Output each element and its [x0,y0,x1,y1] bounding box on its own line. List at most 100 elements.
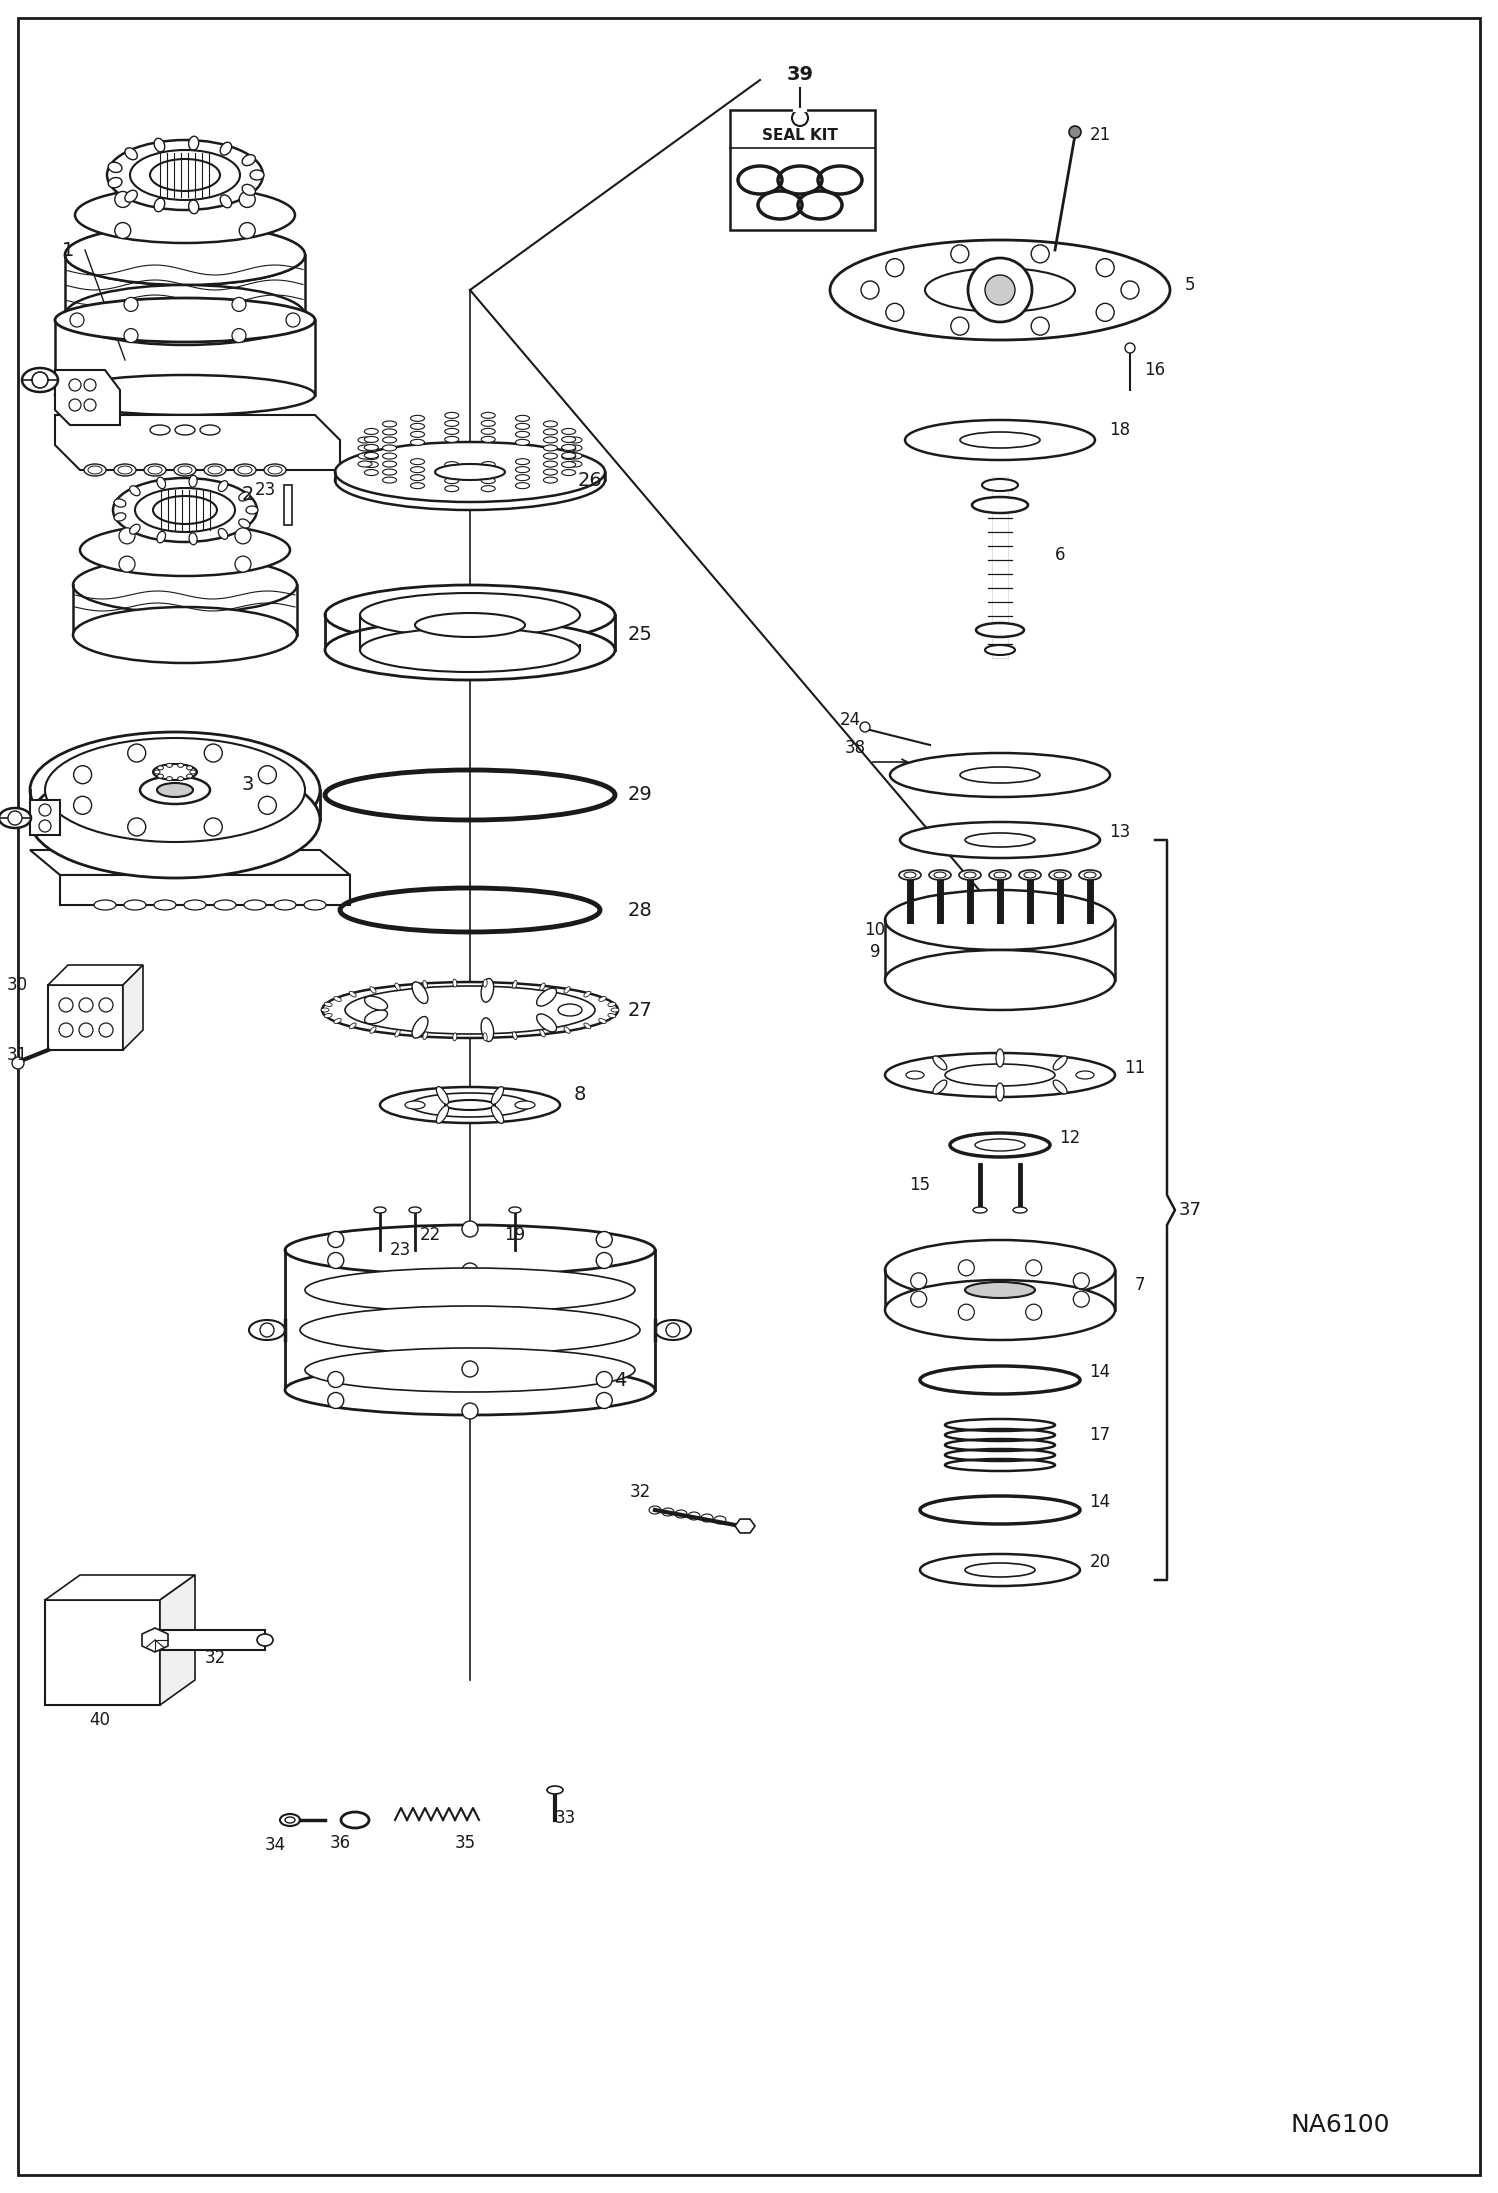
Ellipse shape [445,421,458,425]
Ellipse shape [139,776,210,805]
Ellipse shape [885,1053,1115,1096]
Ellipse shape [1019,871,1041,879]
Ellipse shape [55,298,315,342]
Ellipse shape [325,586,616,645]
Ellipse shape [184,899,207,910]
Ellipse shape [515,458,529,465]
Circle shape [1097,259,1115,276]
Circle shape [667,1322,680,1338]
Ellipse shape [190,770,196,774]
Text: 39: 39 [786,66,813,86]
Ellipse shape [481,436,496,443]
Ellipse shape [325,621,616,680]
Ellipse shape [208,465,222,474]
Circle shape [115,221,130,239]
Ellipse shape [562,469,575,476]
Ellipse shape [112,478,258,542]
Circle shape [69,379,81,390]
Circle shape [1031,246,1049,263]
Ellipse shape [124,899,145,910]
Ellipse shape [360,592,580,636]
Text: 34: 34 [265,1836,286,1853]
Ellipse shape [515,482,529,489]
Ellipse shape [178,465,192,474]
Ellipse shape [374,1206,386,1213]
Text: 2: 2 [241,485,255,504]
Ellipse shape [515,423,529,430]
Circle shape [99,1022,112,1037]
Circle shape [240,221,255,239]
Ellipse shape [204,465,226,476]
Ellipse shape [358,436,372,443]
Text: 21: 21 [1089,125,1110,145]
Ellipse shape [178,776,184,781]
Text: 17: 17 [1089,1425,1110,1443]
Text: 10: 10 [864,921,885,939]
Text: 12: 12 [1059,1129,1080,1147]
Ellipse shape [568,436,583,443]
Text: 13: 13 [1110,822,1131,840]
Text: 33: 33 [554,1809,575,1827]
Ellipse shape [144,465,166,476]
Ellipse shape [933,1057,947,1070]
Ellipse shape [584,1022,590,1029]
Ellipse shape [1025,873,1037,877]
Ellipse shape [481,421,496,425]
Ellipse shape [611,1009,619,1011]
Bar [48,985,123,1050]
Ellipse shape [445,428,458,434]
Ellipse shape [960,768,1040,783]
Circle shape [12,1057,24,1068]
Text: 22: 22 [419,1226,440,1243]
Ellipse shape [515,1101,535,1110]
Ellipse shape [986,645,1016,656]
Ellipse shape [599,1018,607,1024]
Circle shape [127,818,145,836]
Ellipse shape [445,478,458,485]
Ellipse shape [544,469,557,476]
Ellipse shape [258,1634,273,1647]
Text: 15: 15 [909,1175,930,1193]
Ellipse shape [219,480,228,491]
Ellipse shape [965,1564,1035,1577]
Ellipse shape [219,529,228,539]
Ellipse shape [562,454,575,461]
Bar [285,485,292,524]
Ellipse shape [382,469,397,476]
Circle shape [258,765,277,783]
Text: 36: 36 [330,1833,351,1853]
Ellipse shape [544,445,557,452]
Text: 18: 18 [1110,421,1131,439]
Text: 30: 30 [7,976,28,993]
Ellipse shape [899,871,921,879]
Ellipse shape [929,871,951,879]
Ellipse shape [30,761,321,877]
Circle shape [235,557,252,572]
Ellipse shape [157,783,193,796]
Text: 5: 5 [1185,276,1195,294]
Ellipse shape [175,425,195,434]
Circle shape [261,1322,274,1338]
Ellipse shape [1085,873,1097,877]
Ellipse shape [64,226,306,285]
Circle shape [79,1022,93,1037]
Ellipse shape [410,458,424,465]
Text: 4: 4 [614,1371,626,1390]
Circle shape [124,329,138,342]
Ellipse shape [945,1064,1055,1086]
Ellipse shape [512,1033,517,1039]
Ellipse shape [410,1092,530,1116]
Circle shape [232,298,246,311]
Ellipse shape [515,439,529,445]
Ellipse shape [562,461,575,467]
Ellipse shape [154,899,175,910]
Ellipse shape [975,1138,1025,1151]
Ellipse shape [996,1083,1004,1101]
Ellipse shape [364,996,388,1011]
Ellipse shape [108,178,121,189]
Ellipse shape [64,226,306,285]
Ellipse shape [481,478,496,485]
Ellipse shape [562,428,575,434]
Circle shape [596,1371,613,1388]
Ellipse shape [436,1105,448,1123]
